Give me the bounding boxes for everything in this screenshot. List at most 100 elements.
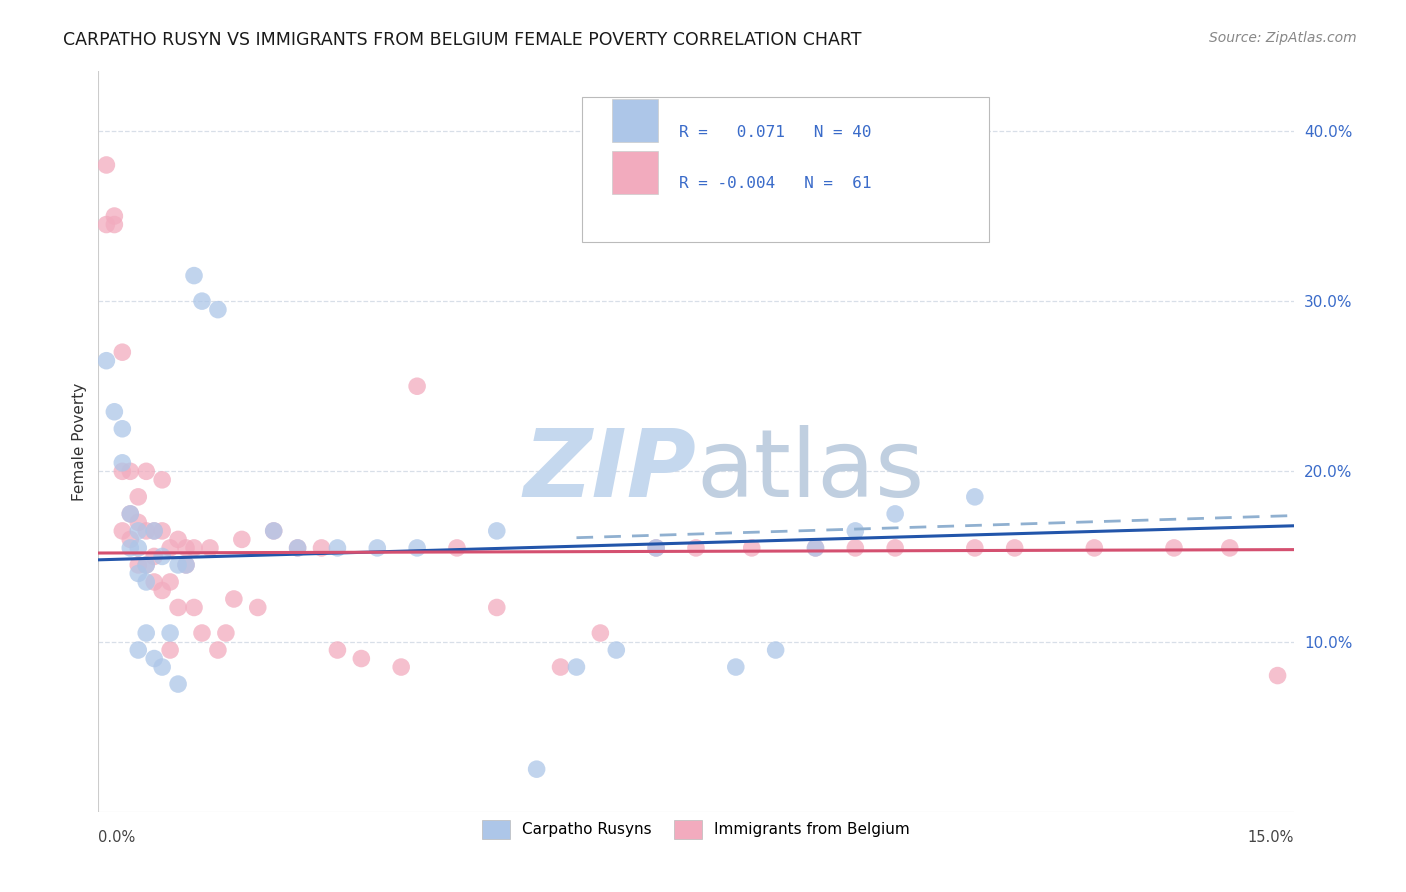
Point bbox=[159, 626, 181, 640]
FancyBboxPatch shape bbox=[613, 100, 658, 142]
Point bbox=[150, 583, 173, 598]
Point bbox=[406, 379, 429, 393]
Point bbox=[724, 660, 747, 674]
Point bbox=[246, 600, 269, 615]
Point bbox=[127, 643, 149, 657]
Point bbox=[605, 643, 627, 657]
Point bbox=[685, 541, 707, 555]
Point bbox=[135, 464, 157, 478]
Point bbox=[127, 490, 149, 504]
Point bbox=[167, 677, 190, 691]
Point bbox=[103, 405, 125, 419]
Point bbox=[963, 490, 986, 504]
Point bbox=[804, 541, 827, 555]
Point bbox=[645, 541, 668, 555]
Point bbox=[550, 660, 572, 674]
Point bbox=[1163, 541, 1185, 555]
Point bbox=[143, 524, 166, 538]
Point bbox=[406, 541, 429, 555]
Point bbox=[207, 302, 229, 317]
Point bbox=[215, 626, 238, 640]
Text: 0.0%: 0.0% bbox=[98, 830, 135, 846]
Point bbox=[326, 541, 349, 555]
Point bbox=[844, 541, 866, 555]
Point bbox=[287, 541, 309, 555]
Point bbox=[183, 600, 205, 615]
Y-axis label: Female Poverty: Female Poverty bbox=[72, 383, 87, 500]
Point bbox=[111, 464, 134, 478]
Point bbox=[96, 353, 118, 368]
Point bbox=[120, 533, 142, 547]
Point bbox=[1083, 541, 1105, 555]
Text: R =   0.071   N = 40: R = 0.071 N = 40 bbox=[679, 125, 872, 139]
Point bbox=[350, 651, 373, 665]
Point bbox=[127, 566, 149, 581]
Point bbox=[222, 591, 245, 606]
Point bbox=[326, 643, 349, 657]
Point bbox=[111, 456, 134, 470]
Point bbox=[485, 600, 508, 615]
Point bbox=[96, 218, 118, 232]
Point bbox=[183, 541, 205, 555]
Point bbox=[111, 422, 134, 436]
Point bbox=[143, 574, 166, 589]
Point bbox=[884, 541, 907, 555]
Point bbox=[96, 158, 118, 172]
Point bbox=[263, 524, 285, 538]
Point bbox=[143, 651, 166, 665]
Point bbox=[191, 626, 214, 640]
Point bbox=[111, 524, 134, 538]
Text: ZIP: ZIP bbox=[523, 425, 696, 517]
Point bbox=[135, 558, 157, 572]
Text: CARPATHO RUSYN VS IMMIGRANTS FROM BELGIUM FEMALE POVERTY CORRELATION CHART: CARPATHO RUSYN VS IMMIGRANTS FROM BELGIU… bbox=[63, 31, 862, 49]
Point bbox=[174, 541, 197, 555]
Point bbox=[127, 558, 149, 572]
Point bbox=[191, 294, 214, 309]
Point bbox=[287, 541, 309, 555]
Point bbox=[127, 516, 149, 530]
Point bbox=[183, 268, 205, 283]
Point bbox=[1004, 541, 1026, 555]
Point bbox=[120, 507, 142, 521]
Point bbox=[1267, 668, 1289, 682]
Point bbox=[174, 558, 197, 572]
Point bbox=[150, 549, 173, 564]
FancyBboxPatch shape bbox=[613, 152, 658, 194]
Point bbox=[103, 209, 125, 223]
Point bbox=[127, 541, 149, 555]
Point bbox=[526, 762, 548, 776]
FancyBboxPatch shape bbox=[582, 97, 988, 242]
Point bbox=[103, 218, 125, 232]
Point bbox=[741, 541, 763, 555]
Point bbox=[963, 541, 986, 555]
Point bbox=[135, 574, 157, 589]
Point bbox=[167, 533, 190, 547]
Point bbox=[150, 660, 173, 674]
Point bbox=[159, 541, 181, 555]
Text: atlas: atlas bbox=[696, 425, 924, 517]
Point bbox=[127, 524, 149, 538]
Point bbox=[150, 473, 173, 487]
Point bbox=[844, 524, 866, 538]
Text: R = -0.004   N =  61: R = -0.004 N = 61 bbox=[679, 177, 872, 192]
Point bbox=[366, 541, 388, 555]
Point bbox=[135, 524, 157, 538]
Point bbox=[485, 524, 508, 538]
Point bbox=[111, 345, 134, 359]
Point bbox=[120, 464, 142, 478]
Point bbox=[231, 533, 253, 547]
Point bbox=[167, 558, 190, 572]
Point bbox=[263, 524, 285, 538]
Point bbox=[120, 507, 142, 521]
Point bbox=[804, 541, 827, 555]
Point bbox=[143, 524, 166, 538]
Point bbox=[389, 660, 412, 674]
Point bbox=[174, 558, 197, 572]
Text: 15.0%: 15.0% bbox=[1247, 830, 1294, 846]
Point bbox=[645, 541, 668, 555]
Point bbox=[446, 541, 468, 555]
Point bbox=[159, 574, 181, 589]
Point bbox=[589, 626, 612, 640]
Point bbox=[311, 541, 333, 555]
Text: Source: ZipAtlas.com: Source: ZipAtlas.com bbox=[1209, 31, 1357, 45]
